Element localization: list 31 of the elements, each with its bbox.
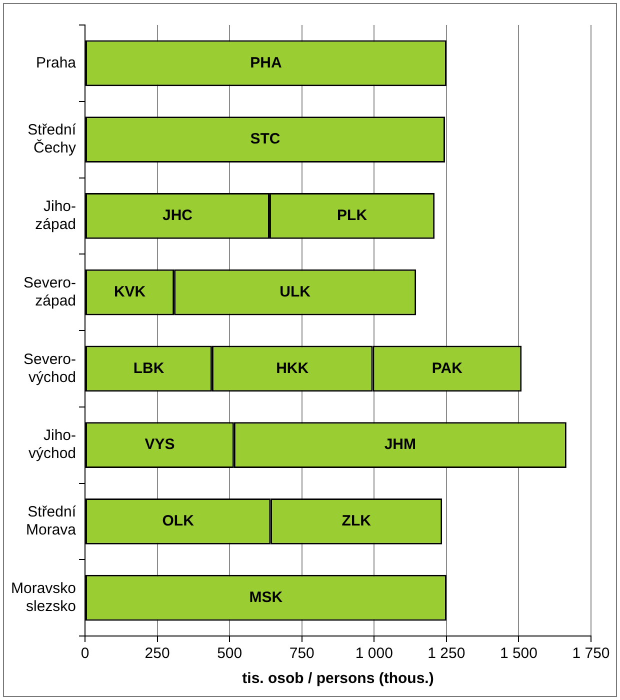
data-label: ZLK — [342, 512, 372, 530]
y-tick-label: Jiho-východ — [28, 427, 76, 462]
y-tick-label: Severo-východ — [23, 350, 76, 386]
y-tick-label: Střední Morava — [26, 504, 77, 539]
y-tick-label: Severo-západ — [23, 274, 76, 310]
data-label: JHC — [162, 207, 193, 224]
data-label: PAK — [432, 360, 463, 377]
x-tick-label: 1 750 — [572, 645, 610, 662]
data-label: PLK — [337, 207, 368, 224]
x-tick-label: 750 — [289, 645, 314, 662]
x-tick-label: 250 — [144, 645, 170, 662]
y-tick-label: Moravsko slezsko — [10, 580, 76, 615]
data-label: JHM — [384, 436, 416, 454]
data-label: PHA — [250, 54, 282, 72]
data-label: HKK — [276, 360, 309, 377]
data-label: OLK — [162, 512, 194, 530]
data-label: LBK — [133, 360, 164, 377]
data-label: ULK — [280, 283, 311, 300]
x-tick-label: 1 000 — [355, 645, 393, 662]
y-tick-label: Jiho-západ — [35, 198, 76, 234]
x-tick-label: 1 500 — [500, 645, 538, 662]
data-label: KVK — [114, 283, 146, 300]
data-label: MSK — [249, 588, 283, 606]
x-tick-label: 0 — [80, 645, 90, 662]
y-tick-label: Praha — [36, 54, 77, 72]
y-tick-label: Střední Čechy — [28, 122, 77, 157]
x-axis-title: tis. osob / persons (thous.) — [242, 670, 434, 688]
data-label: VYS — [144, 436, 175, 454]
data-label: STC — [250, 130, 280, 148]
x-tick-label: 1 250 — [428, 645, 466, 662]
x-tick-label: 500 — [217, 645, 242, 662]
